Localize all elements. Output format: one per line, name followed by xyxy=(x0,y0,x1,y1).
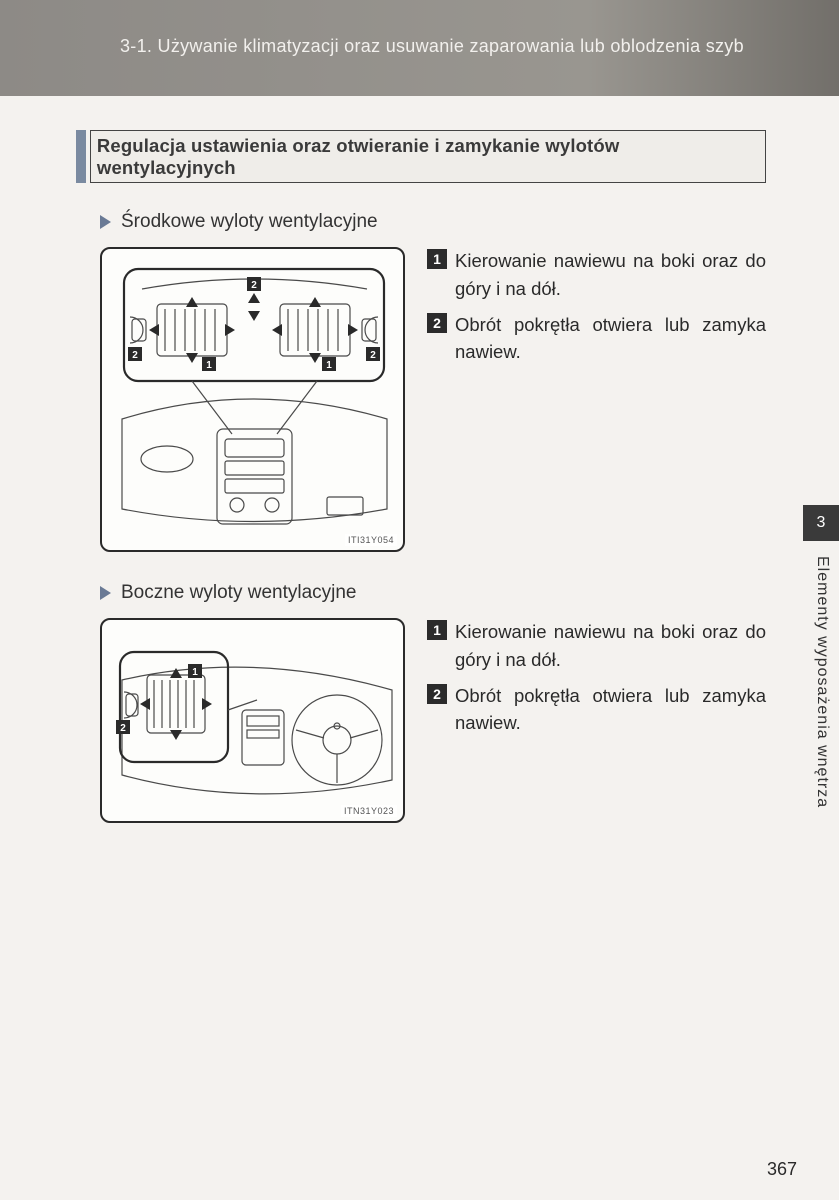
chapter-header-band: 3-1. Używanie klimatyzacji oraz usuwanie… xyxy=(0,0,839,96)
svg-text:2: 2 xyxy=(132,350,138,361)
svg-text:2: 2 xyxy=(370,350,376,361)
description-column: 1 Kierowanie nawiewu na boki oraz do gór… xyxy=(427,247,766,552)
item-number-box: 1 xyxy=(427,249,447,269)
list-item: 1 Kierowanie nawiewu na boki oraz do gór… xyxy=(427,618,766,674)
side-tab-number: 3 xyxy=(817,514,826,532)
page-body: Regulacja ustawienia oraz otwieranie i z… xyxy=(76,130,766,853)
item-text: Obrót pokrętła otwiera lub zamyka nawiew… xyxy=(455,311,766,367)
list-item: 2 Obrót pokrętła otwiera lub zamyka nawi… xyxy=(427,682,766,738)
subheading: Boczne wyloty wentylacyjne xyxy=(100,582,766,604)
item-number-box: 1 xyxy=(427,620,447,640)
svg-text:2: 2 xyxy=(251,280,257,291)
item-text: Kierowanie nawiewu na boki oraz do góry … xyxy=(455,247,766,303)
section-title-text: Regulacja ustawienia oraz otwieranie i z… xyxy=(97,135,619,178)
item-number-box: 2 xyxy=(427,684,447,704)
figure-code: ITI31Y054 xyxy=(345,534,397,546)
svg-text:1: 1 xyxy=(326,360,332,371)
figure-code: ITN31Y023 xyxy=(341,805,397,817)
list-item: 1 Kierowanie nawiewu na boki oraz do gór… xyxy=(427,247,766,303)
subheading: Środkowe wyloty wentylacyjne xyxy=(100,211,766,233)
section-title-box: Regulacja ustawienia oraz otwieranie i z… xyxy=(90,130,766,183)
section-title: Regulacja ustawienia oraz otwieranie i z… xyxy=(76,130,766,183)
item-number-box: 2 xyxy=(427,313,447,333)
svg-text:2: 2 xyxy=(120,723,126,734)
figure-side-vents: 1 2 ITN31Y023 xyxy=(100,618,405,823)
side-tab-label: Elementy wyposażenia wnętrza xyxy=(813,556,831,808)
subheading-text: Środkowe wyloty wentylacyjne xyxy=(121,211,378,233)
figure-center-vents: 2 1 1 2 2 ITI31Y054 xyxy=(100,247,405,552)
item-text: Kierowanie nawiewu na boki oraz do góry … xyxy=(455,618,766,674)
chapter-header-text: 3-1. Używanie klimatyzacji oraz usuwanie… xyxy=(120,36,799,57)
chapter-ref: 3-1. xyxy=(120,36,152,56)
page-number: 367 xyxy=(767,1159,797,1180)
chapter-title: Używanie klimatyzacji oraz usuwanie zapa… xyxy=(158,36,744,56)
section-title-accent-bar xyxy=(76,130,86,183)
content-block: 2 1 1 2 2 ITI31Y054 1 Kierowanie nawiewu… xyxy=(100,247,766,552)
list-item: 2 Obrót pokrętła otwiera lub zamyka nawi… xyxy=(427,311,766,367)
svg-text:1: 1 xyxy=(206,360,212,371)
svg-text:1: 1 xyxy=(192,667,198,678)
side-tab-chapter-number: 3 xyxy=(803,505,839,541)
description-column: 1 Kierowanie nawiewu na boki oraz do gór… xyxy=(427,618,766,823)
arrow-bullet-icon xyxy=(100,215,111,229)
content-block: 1 2 ITN31Y023 1 Kierowanie nawiewu na bo… xyxy=(100,618,766,823)
arrow-bullet-icon xyxy=(100,586,111,600)
subheading-text: Boczne wyloty wentylacyjne xyxy=(121,582,357,604)
item-text: Obrót pokrętła otwiera lub zamyka nawiew… xyxy=(455,682,766,738)
